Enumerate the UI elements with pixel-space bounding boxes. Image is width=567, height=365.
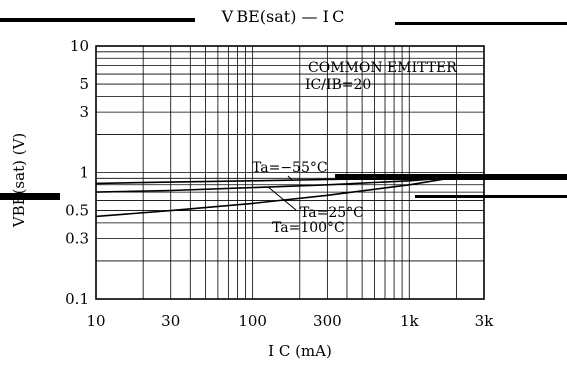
y-tick-label: 0.1 <box>65 290 89 308</box>
condition-annotation: IC/IB=20 <box>305 77 371 93</box>
series-label: Ta=25°C <box>300 205 364 221</box>
x-tick-label: 100 <box>238 312 267 330</box>
y-tick-labels: 0.1 0.3 0.5 1 3 5 10 <box>65 37 89 308</box>
x-tick-label: 300 <box>313 312 342 330</box>
series-leader-line <box>267 186 297 211</box>
y-tick-label: 0.3 <box>65 230 89 248</box>
x-tick-labels: 10 30 100 300 1k 3k <box>86 312 494 330</box>
series-label: Ta=−55°C <box>252 160 328 176</box>
grid <box>96 46 484 299</box>
y-axis-label: VBE(sat) (V) <box>10 133 28 228</box>
y-tick-label: 5 <box>79 75 89 93</box>
series-leader-line <box>287 175 293 181</box>
x-tick-label: 1k <box>400 312 420 330</box>
circuit-annotation: COMMON EMITTER <box>308 60 457 76</box>
x-axis-label: I C (mA) <box>268 342 332 360</box>
scan-artifacts <box>0 18 567 200</box>
y-tick-label: 1 <box>79 164 89 182</box>
x-tick-label: 3k <box>475 312 495 330</box>
x-tick-label: 10 <box>86 312 105 330</box>
y-tick-label: 10 <box>70 37 89 55</box>
series-labels: Ta=−55°C Ta=25°CTa=100°C <box>252 160 364 236</box>
chart-title: V BE(sat) — I C <box>221 7 345 26</box>
series-line <box>95 176 457 193</box>
series-label: Ta=100°C <box>272 220 345 236</box>
plot-frame <box>95 45 485 300</box>
series-line <box>95 176 457 218</box>
y-tick-label: 3 <box>79 103 89 121</box>
y-tick-label: 0.5 <box>65 202 89 220</box>
x-tick-label: 30 <box>161 312 180 330</box>
